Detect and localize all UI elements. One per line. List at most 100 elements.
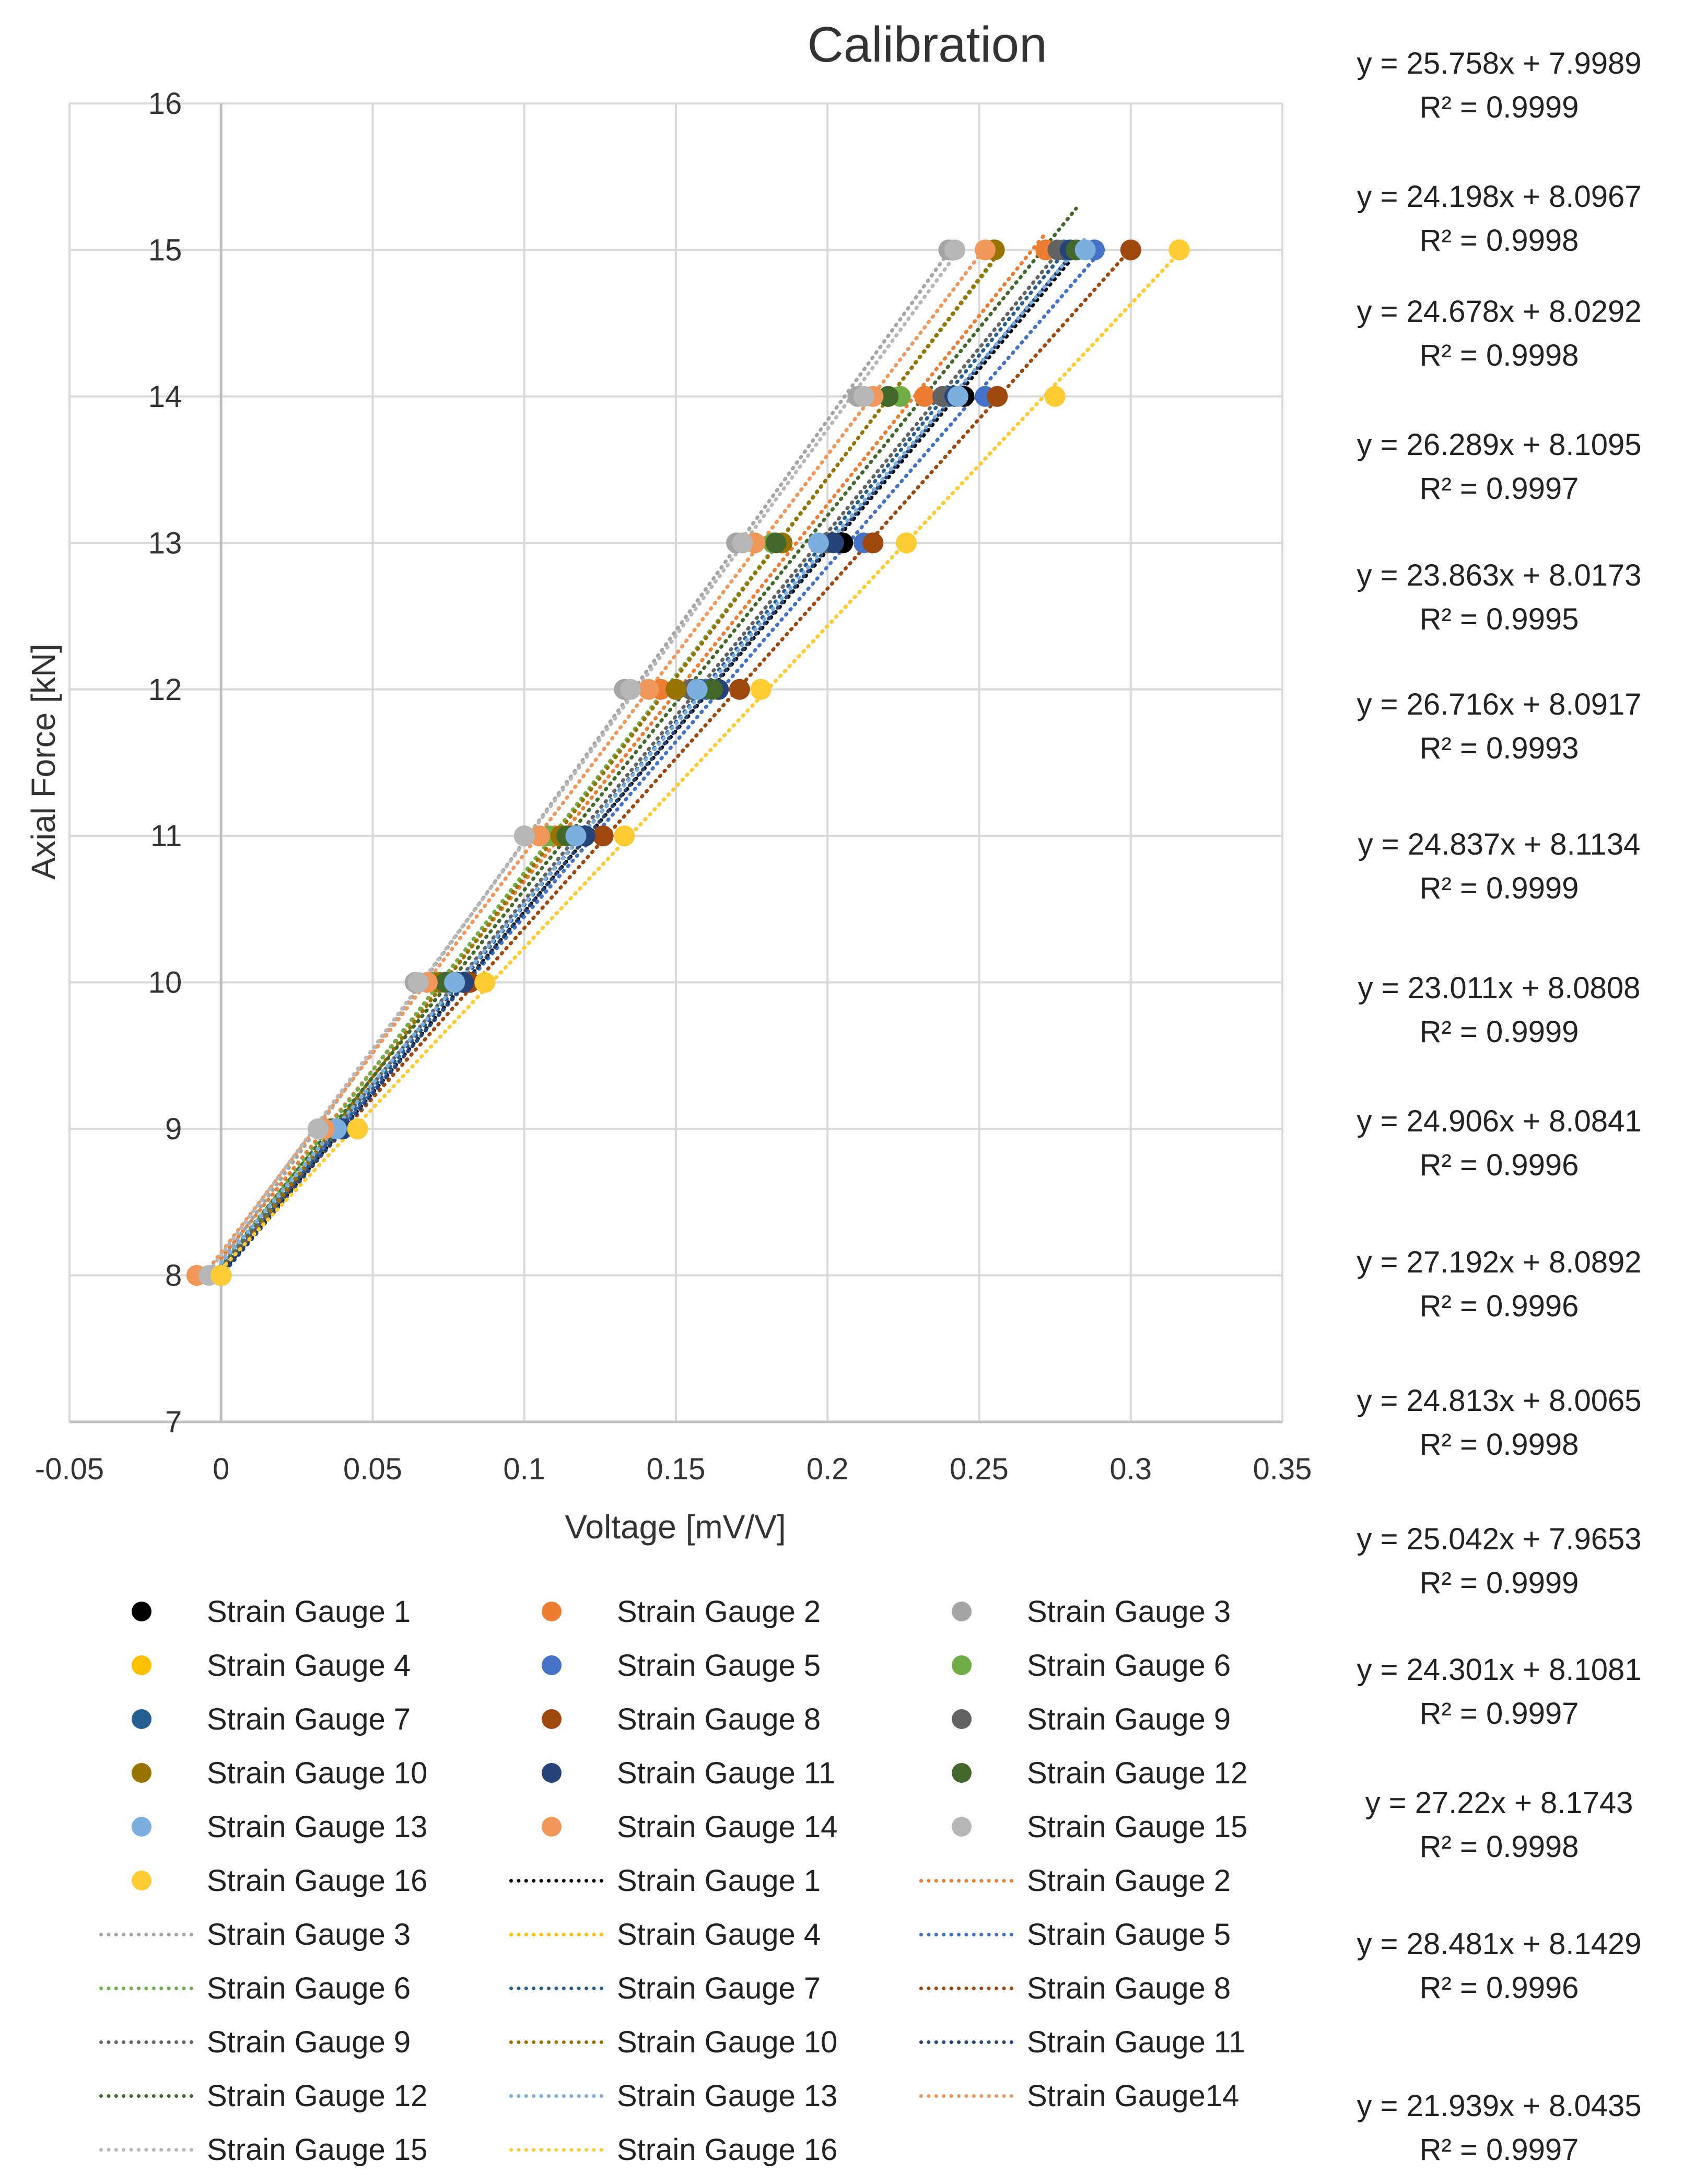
point-gauge-15 bbox=[513, 825, 535, 847]
legend-label: Strain Gauge 16 bbox=[207, 1863, 428, 1898]
legend-marker-item-2: Strain Gauge 2 bbox=[499, 1585, 821, 1638]
legend-dot-icon bbox=[89, 1854, 193, 1907]
trendline-equation: y = 25.042x + 7.9653 R² = 0.9999 bbox=[1285, 1517, 1683, 1605]
legend-dotted-line-icon bbox=[89, 1908, 193, 1960]
legend-marker-item-4: Strain Gauge 4 bbox=[89, 1639, 411, 1691]
equation-text: y = 24.678x + 8.0292 bbox=[1357, 295, 1642, 329]
legend-label: Strain Gauge 6 bbox=[1027, 1648, 1231, 1683]
trendline-equation: y = 24.906x + 8.0841 R² = 0.9996 bbox=[1285, 1100, 1683, 1187]
r-squared-text: R² = 0.9995 bbox=[1419, 602, 1579, 636]
legend-label: Strain Gauge 8 bbox=[1027, 1971, 1231, 2005]
legend-marker-item-9: Strain Gauge 9 bbox=[909, 1693, 1231, 1745]
legend-dotted-line-icon bbox=[909, 2016, 1013, 2068]
legend-dot-icon bbox=[909, 1801, 1013, 1853]
legend-trendline-item-6: Strain Gauge 6 bbox=[89, 1962, 411, 2014]
x-tick-label: 0 bbox=[213, 1452, 229, 1486]
legend-trendline-item-2: Strain Gauge 2 bbox=[909, 1854, 1231, 1907]
legend-trendline-item-9: Strain Gauge 9 bbox=[89, 2016, 411, 2068]
legend-dot-icon bbox=[89, 1747, 193, 1799]
legend-dot-icon bbox=[909, 1693, 1013, 1745]
legend-trendline-item-13: Strain Gauge 13 bbox=[499, 2070, 837, 2122]
trendline-equation: y = 23.863x + 8.0173 R² = 0.9995 bbox=[1285, 554, 1683, 641]
legend-trendline-item-7: Strain Gauge 7 bbox=[499, 1962, 821, 2014]
legend-label: Strain Gauge 16 bbox=[617, 2132, 838, 2167]
r-squared-text: R² = 0.9996 bbox=[1419, 1971, 1579, 2005]
equation-text: y = 27.192x + 8.0892 bbox=[1357, 1245, 1642, 1279]
x-tick-label: 0.35 bbox=[1253, 1452, 1312, 1486]
r-squared-text: R² = 0.9996 bbox=[1419, 1148, 1579, 1182]
point-gauge-8 bbox=[592, 825, 614, 847]
legend-marker-item-6: Strain Gauge 6 bbox=[909, 1639, 1231, 1691]
point-gauge-15 bbox=[853, 386, 874, 407]
legend-label: Strain Gauge 13 bbox=[207, 1809, 428, 1844]
legend-dot-icon bbox=[909, 1747, 1013, 1799]
legend-trendline-item-5: Strain Gauge 5 bbox=[909, 1908, 1231, 1960]
trendline-12 bbox=[219, 206, 1078, 1267]
legend-marker-item-7: Strain Gauge 7 bbox=[89, 1693, 411, 1745]
legend-dot-icon bbox=[89, 1801, 193, 1853]
point-gauge-16 bbox=[347, 1118, 368, 1140]
point-gauge-15 bbox=[407, 972, 429, 993]
y-tick-label: 13 bbox=[148, 526, 182, 560]
legend-dotted-line-icon bbox=[499, 1962, 603, 2014]
legend-marker-item-15: Strain Gauge 15 bbox=[909, 1801, 1247, 1853]
trendline-equation: y = 24.813x + 8.0065 R² = 0.9998 bbox=[1285, 1379, 1683, 1467]
y-tick-label: 12 bbox=[148, 673, 182, 707]
y-tick-label: 14 bbox=[148, 380, 182, 414]
equation-text: y = 24.198x + 8.0967 bbox=[1357, 180, 1642, 214]
trendline-15 bbox=[207, 254, 957, 1274]
legend-label: Strain Gauge 1 bbox=[207, 1594, 411, 1629]
legend-label: Strain Gauge 7 bbox=[207, 1702, 411, 1736]
legend-dotted-line-icon bbox=[89, 2070, 193, 2122]
trendline-11 bbox=[219, 254, 1072, 1278]
y-tick-label: 15 bbox=[148, 233, 182, 267]
point-gauge-16 bbox=[1044, 386, 1066, 407]
trendline-14 bbox=[195, 246, 987, 1287]
trendlines bbox=[195, 206, 1182, 1287]
legend-label: Strain Gauge 12 bbox=[207, 2078, 428, 2113]
trendline-equation: y = 27.22x + 8.1743 R² = 0.9998 bbox=[1285, 1781, 1683, 1869]
legend-trendline-item-11: Strain Gauge 11 bbox=[909, 2016, 1245, 2068]
r-squared-text: R² = 0.9998 bbox=[1419, 338, 1579, 372]
trendline-5 bbox=[219, 256, 1096, 1269]
equation-text: y = 26.289x + 8.1095 bbox=[1357, 428, 1642, 462]
x-tick-label: 0.05 bbox=[343, 1452, 402, 1486]
legend-label: Strain Gauge 5 bbox=[1027, 1917, 1231, 1952]
trendline-equation: y = 26.716x + 8.0917 R² = 0.9993 bbox=[1285, 683, 1683, 770]
legend-dot-icon bbox=[499, 1639, 603, 1691]
legend-label: Strain Gauge 2 bbox=[1027, 1863, 1231, 1898]
point-gauge-13 bbox=[686, 679, 708, 700]
point-gauge-16 bbox=[1168, 239, 1190, 261]
legend-marker-item-13: Strain Gauge 13 bbox=[89, 1801, 427, 1853]
point-gauge-13 bbox=[444, 972, 465, 993]
point-gauge-8 bbox=[729, 679, 750, 700]
y-tick-label: 7 bbox=[165, 1405, 182, 1439]
trendline-equation: y = 24.301x + 8.1081 R² = 0.9997 bbox=[1285, 1648, 1683, 1736]
legend-dotted-line-icon bbox=[499, 2123, 603, 2176]
y-tick-label: 10 bbox=[148, 966, 182, 1000]
x-tick-label: 0.1 bbox=[503, 1452, 545, 1486]
legend-label: Strain Gauge 7 bbox=[617, 1971, 821, 2005]
r-squared-text: R² = 0.9996 bbox=[1419, 1289, 1579, 1323]
r-squared-text: R² = 0.9999 bbox=[1419, 1566, 1579, 1600]
legend-label: Strain Gauge 12 bbox=[1027, 1756, 1248, 1790]
legend-dot-icon bbox=[499, 1747, 603, 1799]
legend-dot-icon bbox=[89, 1693, 193, 1745]
legend-label: Strain Gauge 8 bbox=[617, 1702, 821, 1736]
equation-text: y = 24.906x + 8.0841 bbox=[1357, 1104, 1642, 1138]
equation-text: y = 26.716x + 8.0917 bbox=[1357, 687, 1642, 721]
point-gauge-11 bbox=[823, 532, 844, 554]
x-tick-label: 0.15 bbox=[647, 1452, 706, 1486]
trendline-equation: y = 24.198x + 8.0967 R² = 0.9998 bbox=[1285, 175, 1683, 263]
legend-trendline-item-4: Strain Gauge 4 bbox=[499, 1908, 821, 1960]
trendline-equation: y = 28.481x + 8.1429 R² = 0.9996 bbox=[1285, 1922, 1683, 2010]
legend-dotted-line-icon bbox=[499, 1908, 603, 1960]
legend-dotted-line-icon bbox=[909, 2070, 1013, 2122]
equation-text: y = 24.301x + 8.1081 bbox=[1357, 1653, 1642, 1687]
legend-trendline-item-10: Strain Gauge 10 bbox=[499, 2016, 837, 2068]
legend-label: Strain Gauge 13 bbox=[617, 2078, 838, 2113]
point-gauge-13 bbox=[565, 825, 587, 847]
trendline-13 bbox=[219, 237, 1088, 1266]
point-gauge-14 bbox=[975, 239, 996, 261]
legend-trendline-item-8: Strain Gauge 8 bbox=[909, 1962, 1231, 2014]
